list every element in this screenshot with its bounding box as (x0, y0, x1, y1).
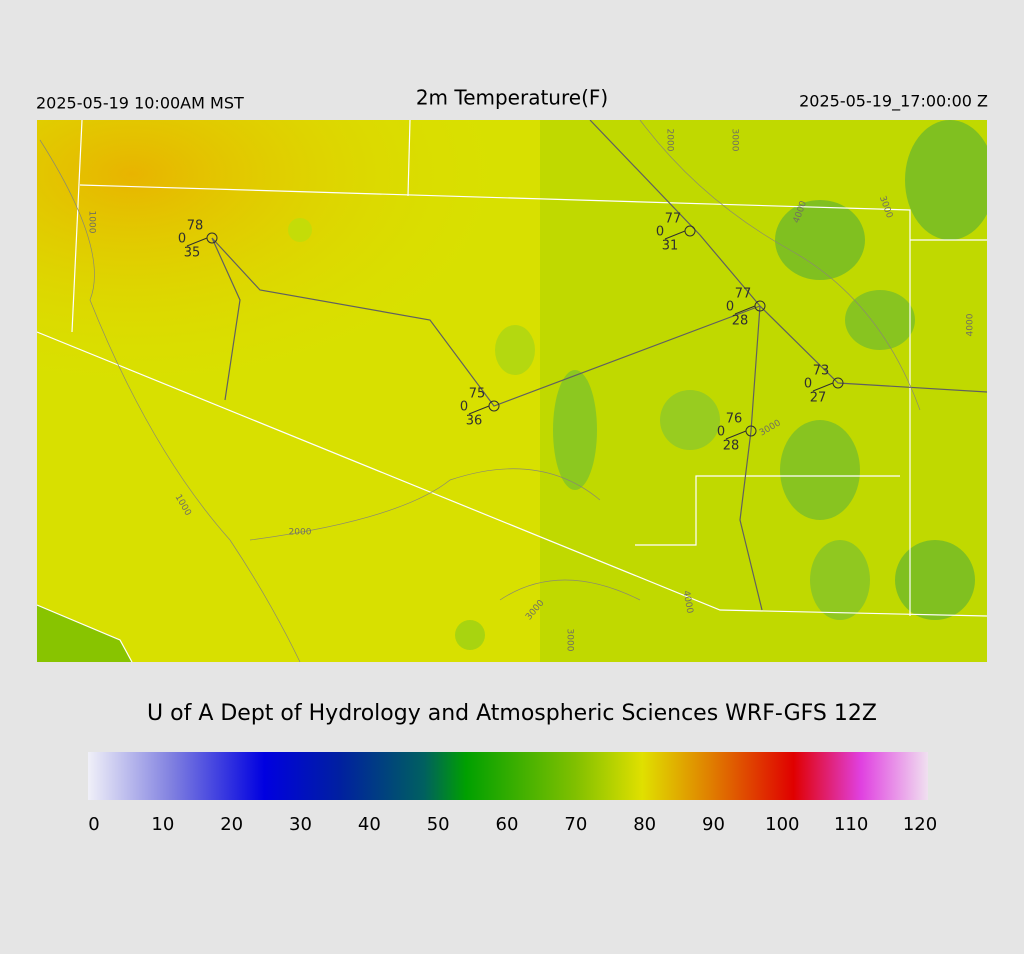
station-dewpoint: 35 (184, 246, 201, 261)
station-dewpoint: 28 (732, 314, 749, 329)
station-temp: 75 (469, 387, 486, 402)
map (37, 120, 987, 662)
contour-label: 2000 (665, 129, 675, 152)
footer: U of A Dept of Hydrology and Atmospheric… (147, 701, 877, 726)
colorbar-tick-label: 50 (427, 814, 450, 835)
station-wind: 0 (460, 400, 468, 415)
wind-barb (186, 237, 208, 247)
wind-barb (664, 230, 686, 240)
station-dewpoint: 36 (466, 414, 483, 429)
station-temp: 73 (813, 364, 830, 379)
station-temp: 77 (735, 287, 752, 302)
station-temp: 76 (726, 412, 743, 427)
station-wind: 0 (726, 300, 734, 315)
colorbar-tick-label: 120 (903, 814, 937, 835)
contour-label: 1000 (87, 211, 97, 234)
station-dewpoint: 28 (723, 439, 740, 454)
colorbar (88, 752, 928, 800)
colorbar-tick-label: 100 (765, 814, 799, 835)
station-dewpoint: 31 (662, 239, 679, 254)
colorbar-tick-label: 20 (220, 814, 243, 835)
contour-label: 3000 (730, 129, 740, 152)
contour-label: 2000 (289, 528, 312, 538)
colorbar-tick-label: 90 (702, 814, 725, 835)
wind-barb (725, 430, 747, 440)
colorbar-tick-label: 110 (834, 814, 868, 835)
title: 2m Temperature(F) (416, 86, 608, 110)
station-wind: 0 (656, 225, 664, 240)
wind-barb (468, 405, 490, 415)
station-temp: 78 (187, 219, 204, 234)
valid-utc: 2025-05-19_17:00:00 Z (799, 92, 988, 112)
contour-label: 3000 (565, 629, 575, 652)
station-wind: 0 (804, 377, 812, 392)
colorbar-tick-label: 10 (151, 814, 174, 835)
contour-label: 4000 (966, 313, 976, 336)
colorbar-tick-label: 80 (633, 814, 656, 835)
colorbar-tick-label: 60 (496, 814, 519, 835)
colorbar-tick-label: 0 (88, 814, 99, 835)
wind-barb (734, 305, 756, 315)
colorbar-tick-label: 70 (564, 814, 587, 835)
colorbar-tick-label: 40 (358, 814, 381, 835)
wind-barb (812, 382, 834, 392)
station-temp: 77 (665, 212, 682, 227)
station-wind: 0 (717, 425, 725, 440)
station-wind: 0 (178, 232, 186, 247)
station-dewpoint: 27 (810, 391, 827, 406)
contour-label: 4000 (681, 590, 695, 615)
valid-local: 2025-05-19 10:00AM MST (36, 94, 244, 113)
colorbar-tick-label: 30 (289, 814, 312, 835)
